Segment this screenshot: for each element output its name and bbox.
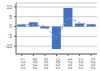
- svg-text:2021: 2021: [67, 58, 73, 69]
- svg-text:2018: 2018: [32, 58, 38, 69]
- svg-text:-5: -5: [8, 33, 12, 39]
- svg-text:0: 0: [9, 23, 12, 29]
- svg-text:2019: 2019: [43, 58, 49, 69]
- svg-text:10: 10: [8, 4, 12, 10]
- svg-text:2022: 2022: [78, 58, 84, 69]
- svg-text:2023: 2023: [90, 58, 92, 69]
- svg-text:2020: 2020: [55, 58, 61, 69]
- svg-text:-10: -10: [8, 43, 12, 49]
- svg-text:2017: 2017: [20, 58, 26, 69]
- svg-text:5: 5: [9, 14, 12, 20]
